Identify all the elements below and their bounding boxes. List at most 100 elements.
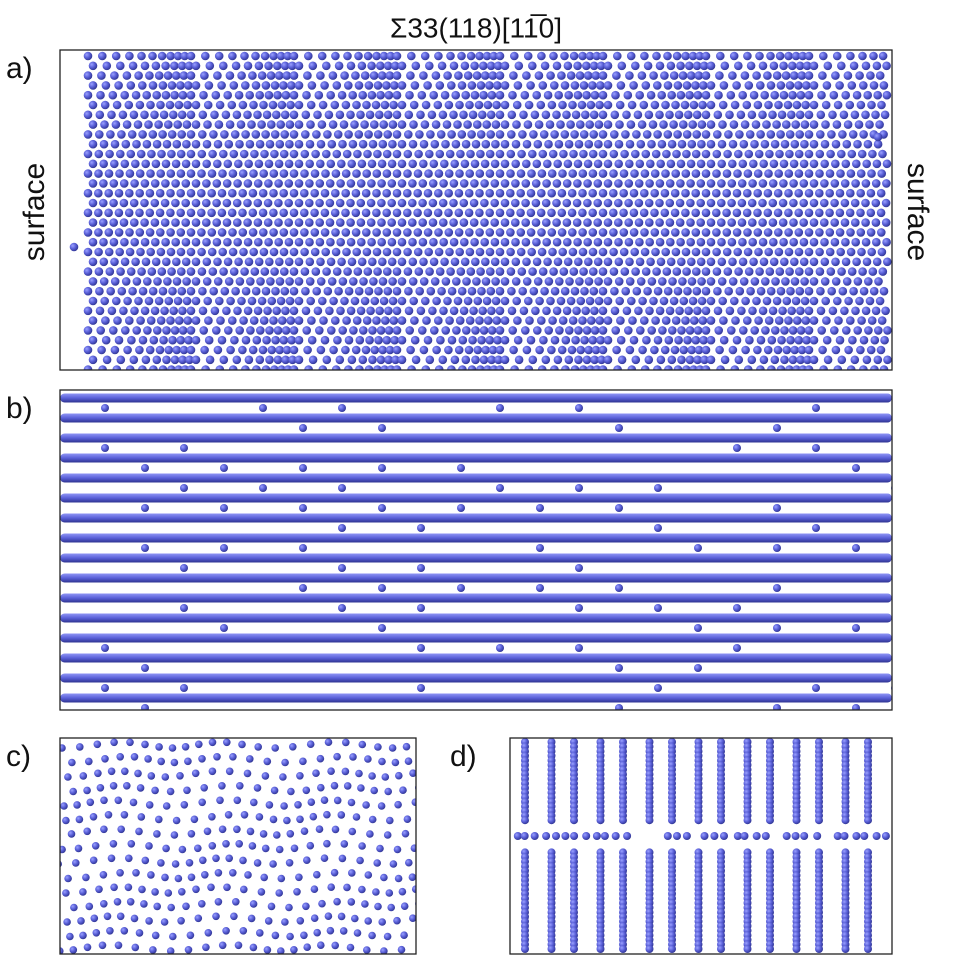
atom <box>507 306 517 316</box>
atom <box>379 120 389 129</box>
atom <box>859 286 869 296</box>
atom <box>141 856 150 865</box>
atom <box>651 316 660 325</box>
atom <box>220 130 229 139</box>
atom <box>350 120 359 129</box>
atom <box>366 830 374 838</box>
atom <box>407 365 416 370</box>
atom <box>508 326 517 335</box>
atom <box>131 90 141 100</box>
atom <box>820 218 829 227</box>
atom <box>312 769 320 777</box>
atom <box>88 296 98 306</box>
atom <box>130 218 139 227</box>
atom <box>64 874 72 883</box>
atom <box>138 286 148 296</box>
atom <box>358 885 366 894</box>
atom <box>598 247 608 257</box>
atom <box>235 139 244 149</box>
atom <box>867 169 876 178</box>
atom <box>619 188 628 198</box>
atom <box>831 277 841 286</box>
atom <box>186 365 196 370</box>
atom <box>387 159 397 169</box>
atom <box>289 149 299 159</box>
atom <box>378 424 386 432</box>
atom <box>274 237 284 247</box>
atom <box>116 149 125 159</box>
atom <box>349 277 358 286</box>
atom <box>348 869 356 877</box>
atom <box>114 208 124 218</box>
atom <box>722 208 731 218</box>
atom <box>506 169 515 178</box>
atom <box>582 61 591 71</box>
atom <box>285 859 294 867</box>
atom <box>619 945 627 953</box>
atom <box>358 90 368 100</box>
atom <box>597 355 606 365</box>
atom <box>303 71 312 80</box>
atom <box>120 159 130 169</box>
atom <box>467 81 477 90</box>
atom <box>109 198 118 208</box>
atom <box>655 179 665 188</box>
atom <box>110 257 119 267</box>
atom <box>624 326 633 335</box>
atom <box>253 784 262 792</box>
atom <box>383 130 393 139</box>
atom <box>455 169 464 178</box>
atom <box>572 218 582 227</box>
atom <box>224 139 234 149</box>
atom <box>197 228 206 237</box>
atom <box>516 208 525 218</box>
atom <box>434 228 443 237</box>
atom <box>706 81 716 90</box>
atom <box>725 110 734 120</box>
atom <box>408 139 418 149</box>
atom <box>775 149 784 159</box>
atom <box>378 464 386 472</box>
atom <box>603 355 613 365</box>
atom <box>327 326 336 335</box>
atom <box>739 326 748 335</box>
atom <box>583 218 592 227</box>
atom <box>701 306 711 316</box>
atom <box>388 296 398 306</box>
atom <box>192 885 200 894</box>
atom <box>688 51 698 61</box>
atom <box>727 237 737 247</box>
atom <box>475 169 485 178</box>
atom <box>641 81 651 90</box>
atom <box>685 355 695 365</box>
atom <box>712 149 722 159</box>
atom <box>769 257 779 267</box>
atom <box>697 139 706 149</box>
atom <box>303 856 311 864</box>
atom <box>508 90 517 100</box>
atom <box>630 247 639 257</box>
atom <box>662 267 672 276</box>
atom <box>287 787 295 796</box>
atom <box>658 326 667 335</box>
atom <box>859 130 868 139</box>
atom <box>774 247 784 257</box>
side-label: surface <box>18 163 51 261</box>
atom <box>333 796 342 805</box>
atom <box>752 296 761 306</box>
atom <box>537 365 547 370</box>
atom <box>701 130 711 139</box>
atom <box>615 664 623 672</box>
atom <box>104 188 113 198</box>
atom <box>665 198 675 208</box>
atom <box>495 110 505 120</box>
atom <box>342 247 351 257</box>
atom <box>263 306 272 316</box>
atom <box>543 159 552 169</box>
atom <box>135 208 144 218</box>
atom <box>259 247 269 257</box>
atom <box>809 61 819 71</box>
atom <box>826 149 835 159</box>
atom <box>430 326 439 335</box>
atom <box>846 247 856 257</box>
